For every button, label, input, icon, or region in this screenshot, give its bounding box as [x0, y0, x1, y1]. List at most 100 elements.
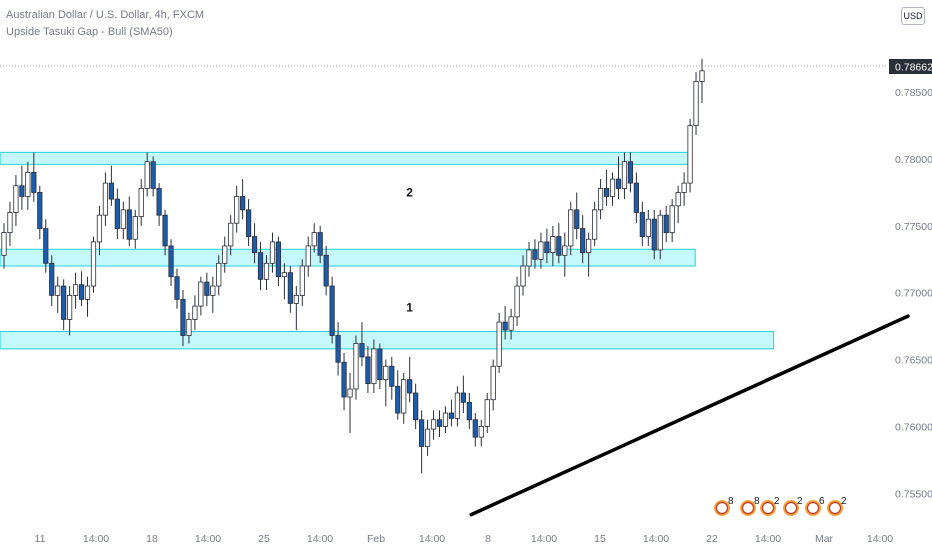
candle-body [603, 188, 610, 197]
candle [454, 386, 461, 427]
candle-body [293, 295, 299, 304]
event-badge: 2 [760, 496, 780, 516]
candle [78, 271, 85, 307]
candle [353, 335, 359, 400]
candle [228, 215, 234, 256]
candle-body [144, 161, 150, 189]
candle [532, 239, 538, 269]
candle-body [556, 236, 562, 256]
candle [407, 356, 413, 403]
candle-body [90, 241, 97, 287]
candle-body [550, 236, 556, 254]
price-axis[interactable]: 0.75500 0.76000 0.76500 0.77000 0.77500 0.780… [895, 87, 932, 500]
last-price-label: 0.78662 [895, 62, 932, 74]
flag-icon-inner [715, 501, 729, 515]
candle-body [663, 214, 669, 233]
candle [401, 372, 407, 424]
candle [395, 370, 401, 420]
candle [448, 399, 455, 427]
event-badge: 8 [740, 496, 760, 516]
candle-body [37, 192, 43, 229]
candle [574, 192, 580, 240]
badge-count: 8 [728, 496, 734, 507]
candle [323, 245, 329, 296]
candle [293, 286, 299, 331]
badge-count: 6 [819, 496, 825, 507]
candle-body [544, 241, 550, 254]
candle-body [269, 241, 276, 264]
candle-body [55, 285, 61, 296]
candle-body [61, 285, 67, 320]
time-tick-label: 14:00 [83, 533, 109, 545]
candle-body [645, 218, 651, 237]
candle-body [31, 172, 37, 193]
candle-body [562, 245, 568, 256]
zone-rect [0, 151, 691, 165]
candle-body [329, 285, 335, 336]
trendline-segment [469, 314, 910, 517]
candle [216, 255, 222, 296]
candle [556, 223, 562, 264]
candle-body [126, 209, 132, 240]
candle-body [168, 245, 174, 278]
candle [657, 209, 663, 260]
candle-body [347, 388, 353, 398]
event-badge: 2 [783, 496, 803, 516]
candle [663, 205, 669, 242]
candle [114, 188, 120, 240]
candle-body [180, 299, 186, 336]
currency-button[interactable]: USD [901, 7, 925, 25]
time-tick-label: 14:00 [195, 533, 221, 545]
candle-body [192, 305, 198, 320]
candle-body [419, 419, 425, 447]
candle [281, 263, 287, 300]
candle [7, 201, 13, 246]
candle [502, 306, 508, 340]
candle-body [102, 182, 109, 216]
candle [627, 152, 634, 193]
candle-body [687, 125, 693, 184]
flag-icon-inner [741, 501, 755, 515]
trendline[interactable] [469, 314, 910, 517]
candle [180, 290, 186, 347]
candle [633, 172, 639, 224]
candle-body [424, 428, 431, 447]
candle-body [466, 401, 472, 421]
candle [538, 232, 544, 269]
candle [347, 372, 353, 434]
candle [198, 276, 204, 316]
candle [102, 172, 109, 226]
candle [413, 383, 419, 430]
candle-body [341, 361, 347, 398]
indicator-label[interactable]: Upside Tasuki Gap - Bull (SMA50) [6, 26, 173, 38]
candle-body [675, 192, 681, 207]
time-axis[interactable]: 11 14:00 18 14:00 25 14:00 Feb 14:00 8 14:00 15 14:… [35, 533, 894, 545]
candle-body [454, 392, 461, 419]
candle-body [263, 262, 270, 280]
time-tick-label: 14:00 [755, 533, 781, 545]
candle [311, 223, 317, 253]
event-badges[interactable]: 8 8 2 2 6 2 [714, 496, 847, 516]
flag-icon-inner [784, 501, 798, 515]
candle-body [311, 232, 317, 247]
candle [49, 255, 55, 307]
candle [72, 272, 79, 309]
candle-body [72, 284, 79, 296]
candle-body [204, 281, 210, 296]
candle-body [19, 185, 25, 197]
candle-body [520, 265, 526, 287]
candle [210, 276, 216, 313]
price-tick-label: 0.75500 [895, 488, 932, 500]
candle-body [150, 161, 156, 189]
candle [603, 169, 610, 206]
candle-body [251, 236, 258, 254]
candle-body [395, 385, 401, 414]
candle-body [305, 245, 311, 267]
candle-body [156, 188, 162, 216]
candle [669, 199, 675, 242]
candle [222, 236, 228, 273]
badge-count: 8 [754, 496, 760, 507]
candle-body [532, 249, 538, 260]
time-tick-label: 8 [485, 533, 491, 545]
